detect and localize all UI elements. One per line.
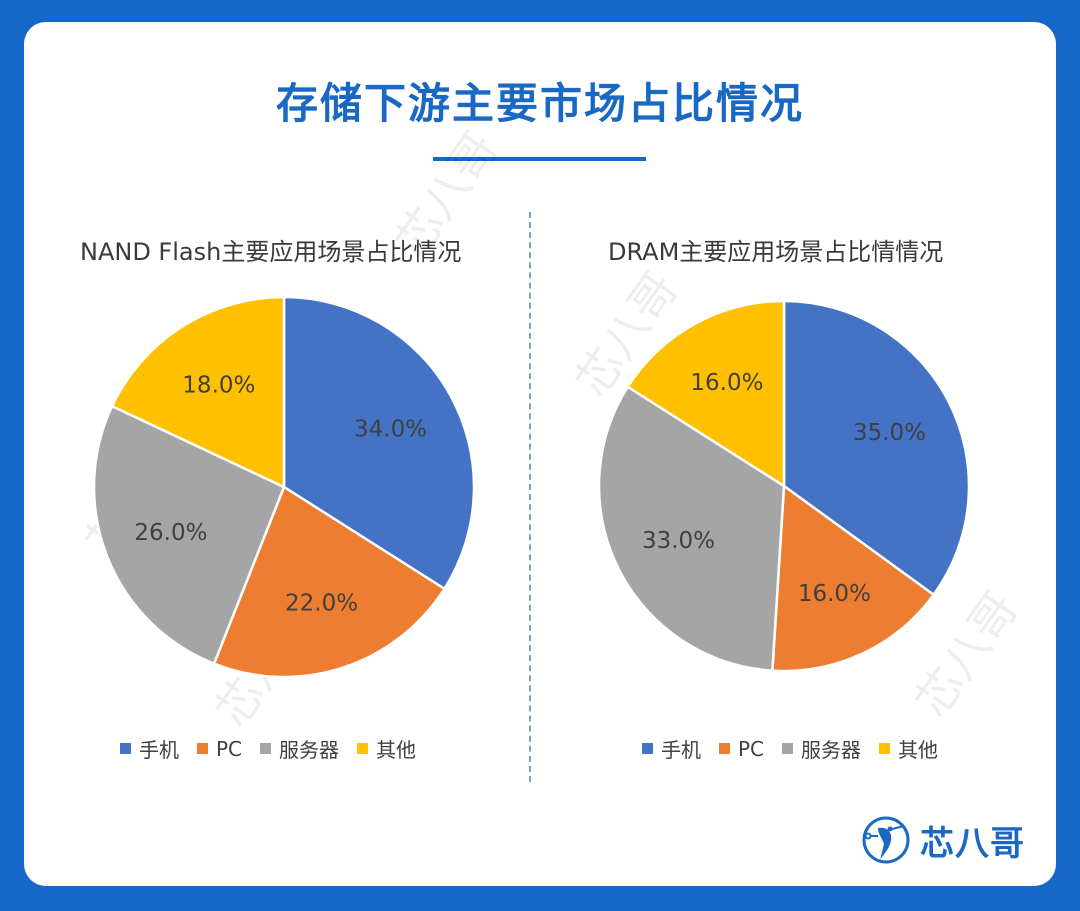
legend-swatch	[120, 743, 131, 754]
brand-logo: 芯八哥	[860, 814, 1025, 866]
legend-item-server: 服务器	[782, 734, 861, 763]
watermark-text: 芯八哥	[385, 122, 508, 266]
legend-label: 其他	[376, 738, 417, 762]
legend-label: 手机	[139, 738, 179, 762]
pie-slice-other	[626, 299, 786, 489]
legend-swatch	[879, 743, 891, 754]
legend-label: PC	[738, 736, 765, 761]
pie-slice-pc	[212, 485, 447, 679]
legend-item-server: 服务器	[260, 734, 339, 763]
title-underline	[433, 157, 646, 161]
dram-chart-title: DRAM主要应用场景占比情情况	[608, 238, 944, 266]
legend-label: 手机	[661, 738, 701, 762]
nand-chart-title: NAND Flash主要应用场景占比情况	[80, 238, 462, 266]
legend-item-phone: 手机	[120, 734, 179, 763]
legend-swatch	[782, 743, 794, 754]
pie-slice-phone	[782, 299, 971, 597]
legend-item-phone: 手机	[642, 734, 701, 763]
pie-slice-server	[92, 404, 286, 666]
pie-data-label-other: 18.0%	[182, 372, 255, 398]
brand-name: 芯八哥	[920, 823, 1025, 864]
pie-data-label-pc: 22.0%	[285, 591, 358, 617]
legend-label: 服务器	[801, 738, 862, 762]
nand-legend: 手机 PC 服务器 其他	[120, 734, 416, 763]
legend-item-other: 其他	[357, 734, 416, 763]
dram-legend: 手机 PC 服务器 其他	[642, 734, 938, 763]
pie-data-label-phone: 34.0%	[354, 416, 427, 442]
pie-data-label-server: 26.0%	[134, 520, 207, 546]
bird-circuit-logo-icon	[862, 816, 910, 864]
page-title: 存储下游主要市场占比情况	[275, 79, 804, 128]
legend-item-pc: PC	[719, 737, 764, 761]
pie-slice-other	[110, 295, 286, 489]
pie-data-label-other: 16.0%	[690, 370, 763, 396]
legend-label: 服务器	[279, 738, 340, 762]
chart-divider	[529, 212, 531, 782]
legend-swatch	[719, 743, 730, 754]
pie-data-label-phone: 35.0%	[853, 420, 926, 446]
legend-swatch	[642, 743, 653, 754]
pie-slice-pc	[771, 483, 936, 673]
pie-data-label-server: 33.0%	[642, 528, 715, 554]
legend-label: PC	[216, 736, 243, 761]
nand-pie-chart: 34.0% 22.0% 26.0% 18.0%	[92, 295, 476, 679]
legend-item-pc: PC	[197, 737, 242, 761]
legend-swatch	[357, 743, 369, 754]
legend-label: 其他	[898, 738, 939, 762]
legend-swatch	[260, 743, 272, 754]
legend-item-other: 其他	[879, 734, 938, 763]
pie-data-label-pc: 16.0%	[798, 581, 871, 607]
dram-pie-chart: 35.0% 16.0% 33.0% 16.0%	[597, 299, 971, 673]
legend-swatch	[197, 743, 208, 754]
